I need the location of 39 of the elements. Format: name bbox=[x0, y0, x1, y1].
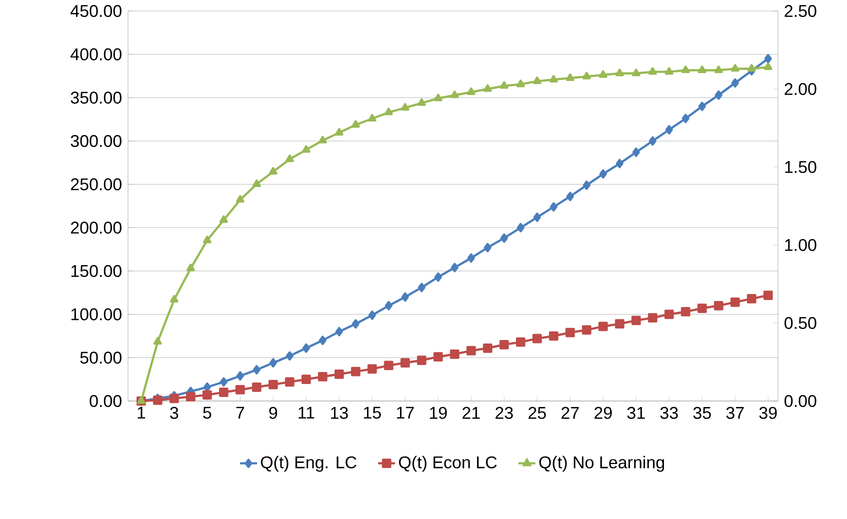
x-tick-label: 1 bbox=[138, 406, 146, 419]
x-tick-label: 11 bbox=[298, 406, 314, 419]
x-tick-label: 13 bbox=[331, 406, 348, 419]
y-tick-label: 450.00 bbox=[70, 4, 122, 18]
x-tick-label: 9 bbox=[269, 406, 278, 419]
y-tick-label: 100.00 bbox=[71, 308, 122, 320]
x-tick-label: 5 bbox=[203, 406, 212, 419]
y-tick-label: 400.00 bbox=[70, 48, 122, 60]
x-tick-label: 33 bbox=[660, 406, 678, 419]
legend-label: Q(t) No Learning bbox=[539, 456, 664, 472]
y2-tick-label: 1.50 bbox=[785, 160, 816, 174]
x-tick-label: 37 bbox=[726, 406, 744, 419]
x-tick-label: 15 bbox=[364, 406, 381, 419]
y-tick-label: 350.00 bbox=[70, 92, 122, 104]
y-tick-label: 0.00 bbox=[90, 394, 122, 408]
x-tick-label: 35 bbox=[693, 406, 711, 419]
y-tick-label: 300.00 bbox=[70, 134, 122, 148]
x-tick-label: 7 bbox=[236, 406, 244, 419]
y2-tick-label: 1.00 bbox=[785, 238, 816, 252]
x-tick-label: 17 bbox=[397, 406, 414, 419]
y-tick-label: 250.00 bbox=[70, 178, 122, 190]
x-tick-label: 29 bbox=[594, 406, 612, 419]
x-tick-label: 25 bbox=[528, 406, 546, 419]
legend-label: Q(t) Econ LC bbox=[399, 456, 497, 472]
y2-tick-label: 0.00 bbox=[784, 394, 816, 408]
x-tick-label: 39 bbox=[759, 406, 777, 419]
y2-tick-label: 0.50 bbox=[784, 316, 816, 330]
y2-tick-label: 2.00 bbox=[784, 82, 816, 96]
y-tick-label: 150.00 bbox=[71, 264, 122, 278]
x-tick-label: 3 bbox=[170, 406, 178, 419]
x-tick-label: 27 bbox=[562, 406, 579, 419]
y2-tick-label: 2.50 bbox=[784, 4, 816, 18]
x-tick-label: 21 bbox=[462, 406, 480, 419]
x-tick-label: 31 bbox=[627, 406, 645, 419]
y-tick-label: 200.00 bbox=[70, 222, 122, 234]
x-tick-label: 23 bbox=[496, 406, 513, 419]
legend-label: Q(t) Eng. LC bbox=[260, 456, 356, 472]
y-tick-label: 50.00 bbox=[80, 352, 122, 364]
x-tick-label: 19 bbox=[430, 406, 447, 419]
